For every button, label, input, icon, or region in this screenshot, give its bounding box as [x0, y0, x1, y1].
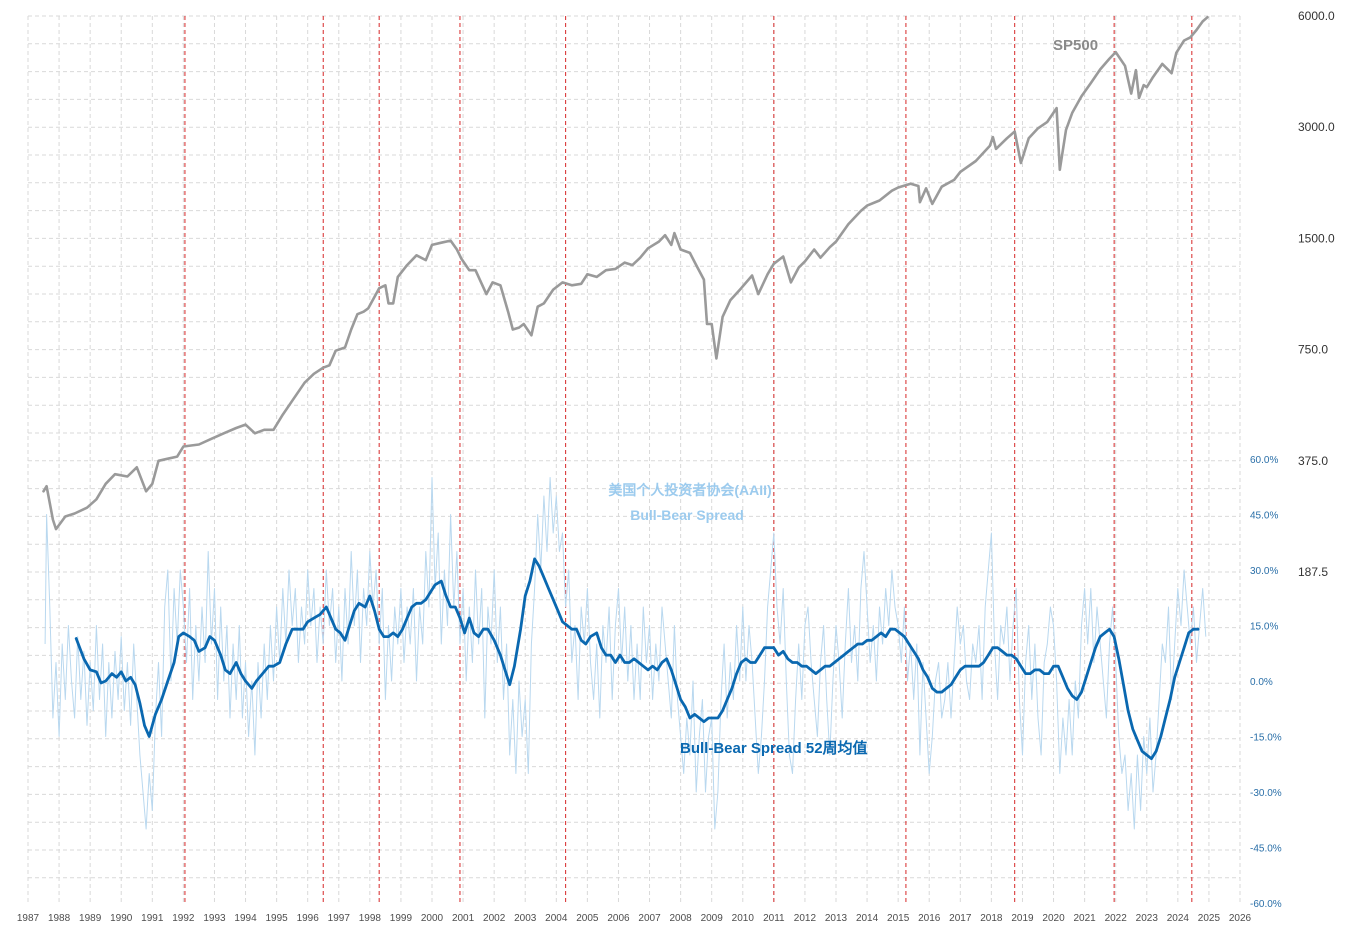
spread-tick-label: 0.0%	[1250, 677, 1273, 688]
sp500-tick-label: 750.0	[1298, 343, 1328, 357]
x-tick-label: 1988	[48, 913, 71, 924]
spread-axis: 60.0% 45.0% 30.0% 15.0% 0.0% -15.0% -30.0% -45.…	[1250, 455, 1282, 910]
x-tick-label: 2012	[794, 913, 817, 924]
spread-weekly-line	[44, 477, 1207, 830]
grid	[27, 15, 1241, 903]
sp500-series	[42, 16, 1209, 531]
x-tick-label: 1997	[328, 913, 351, 924]
x-tick-label: 2004	[545, 913, 568, 924]
x-tick-label: 2019	[1011, 913, 1034, 924]
x-tick-label: 1990	[110, 913, 133, 924]
x-tick-label: 2016	[918, 913, 941, 924]
aaii-subtitle: Bull-Bear Spread	[630, 507, 744, 523]
spread-tick-label: 15.0%	[1250, 622, 1278, 633]
spread-ma-line	[74, 557, 1200, 761]
x-tick-label: 1998	[359, 913, 382, 924]
sp500-line	[42, 16, 1209, 531]
x-tick-label: 1995	[265, 913, 288, 924]
x-tick-label: 2003	[514, 913, 537, 924]
x-tick-label: 2008	[669, 913, 692, 924]
aaii-title: 美国个人投资者协会(AAII)	[608, 482, 771, 498]
event-lines	[184, 16, 1193, 903]
x-tick-label: 1991	[141, 913, 164, 924]
spread-tick-label: 30.0%	[1250, 566, 1278, 577]
x-tick-label: 2025	[1198, 913, 1221, 924]
spread-tick-label: 60.0%	[1250, 455, 1278, 466]
x-tick-label: 2000	[421, 913, 444, 924]
x-tick-label: 2011	[763, 913, 785, 924]
x-tick-label: 2022	[1105, 913, 1128, 924]
sp500-label: SP500	[1053, 37, 1098, 54]
x-tick-label: 1993	[203, 913, 226, 924]
x-tick-label: 2002	[483, 913, 506, 924]
x-tick-label: 2010	[732, 913, 755, 924]
x-tick-label: 2013	[825, 913, 848, 924]
sp500-tick-label: 187.5	[1298, 565, 1328, 579]
x-tick-label: 2018	[980, 913, 1003, 924]
x-tick-label: 2006	[607, 913, 630, 924]
sp500-tick-label: 6000.0	[1298, 9, 1335, 23]
spread-tick-label: 45.0%	[1250, 511, 1278, 522]
spread-tick-label: -45.0%	[1250, 844, 1282, 855]
x-tick-label: 2021	[1073, 913, 1096, 924]
x-tick-label: 1989	[79, 913, 102, 924]
sp500-axis: 187.5 375.0 750.0 1500.0 3000.0 6000.0	[1298, 9, 1335, 579]
x-tick-label: 2024	[1167, 913, 1190, 924]
x-tick-label: 2001	[452, 913, 475, 924]
x-tick-label: 2026	[1229, 913, 1252, 924]
x-tick-label: 2015	[887, 913, 910, 924]
x-tick-label: 2017	[949, 913, 972, 924]
spread-ma-series	[74, 557, 1200, 761]
sp500-tick-label: 1500.0	[1298, 231, 1335, 245]
spread-tick-label: -30.0%	[1250, 788, 1282, 799]
spread-tick-label: -60.0%	[1250, 899, 1282, 910]
sp500-tick-label: 375.0	[1298, 454, 1328, 468]
x-tick-label: 1994	[234, 913, 257, 924]
x-axis: 1987 1988 1989 1990 1991 1992 1993 1994 1995 1996…	[17, 913, 1252, 924]
x-tick-label: 1996	[297, 913, 320, 924]
spread-weekly-series	[44, 477, 1207, 830]
x-tick-label: 2020	[1042, 913, 1065, 924]
ma-label: Bull-Bear Spread 52周均值	[680, 739, 868, 757]
sp500-tick-label: 3000.0	[1298, 120, 1335, 134]
x-tick-label: 1999	[390, 913, 413, 924]
x-tick-label: 2023	[1136, 913, 1159, 924]
x-tick-label: 1992	[172, 913, 195, 924]
x-tick-label: 2009	[701, 913, 724, 924]
x-tick-label: 2014	[856, 913, 879, 924]
x-tick-label: 1987	[17, 913, 40, 924]
x-tick-label: 2005	[576, 913, 599, 924]
spread-tick-label: -15.0%	[1250, 733, 1282, 744]
x-tick-label: 2007	[638, 913, 661, 924]
